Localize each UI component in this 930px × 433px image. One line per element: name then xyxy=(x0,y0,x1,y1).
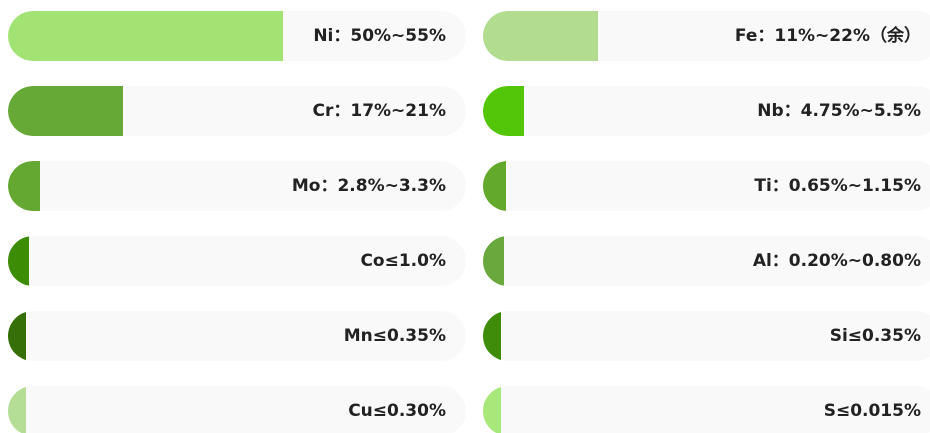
bar-fill xyxy=(483,386,501,433)
bar-fill xyxy=(483,311,501,361)
bar-row: Mo：2.8%~3.3% xyxy=(8,161,466,211)
bar-fill xyxy=(8,11,283,61)
bar-fill xyxy=(483,161,506,211)
bar-row: Ti：0.65%~1.15% xyxy=(483,161,930,211)
bar-label: Cu≤0.30% xyxy=(348,401,446,421)
bar-label: Si≤0.35% xyxy=(829,326,921,346)
bar-row: Mn≤0.35% xyxy=(8,311,466,361)
bar-label: Co≤1.0% xyxy=(360,251,446,271)
bar-label: Fe：11%~22%（余） xyxy=(734,26,921,46)
bar-label: Ni：50%~55% xyxy=(313,26,446,46)
bar-fill xyxy=(8,236,29,286)
bar-fill xyxy=(483,86,524,136)
bar-row: Fe：11%~22%（余） xyxy=(483,11,930,61)
bar-label: Mn≤0.35% xyxy=(343,326,446,346)
bar-fill xyxy=(8,386,26,433)
bar-row: Ni：50%~55% xyxy=(8,11,466,61)
bar-row: Cu≤0.30% xyxy=(8,386,466,433)
bar-label: Cr：17%~21% xyxy=(312,101,447,121)
bar-row: Co≤1.0% xyxy=(8,236,466,286)
bar-row: Si≤0.35% xyxy=(483,311,930,361)
bar-fill xyxy=(8,161,40,211)
bar-label: Nb：4.75%~5.5% xyxy=(757,101,921,121)
bar-row: S≤0.015% xyxy=(483,386,930,433)
bar-label: Ti：0.65%~1.15% xyxy=(754,176,921,196)
bar-row: Cr：17%~21% xyxy=(8,86,466,136)
bar-fill xyxy=(8,86,123,136)
bar-label: S≤0.015% xyxy=(823,401,921,421)
bar-fill xyxy=(8,311,26,361)
bar-row: Al：0.20%~0.80% xyxy=(483,236,930,286)
bar-label: Al：0.20%~0.80% xyxy=(752,251,921,271)
bar-label: Mo：2.8%~3.3% xyxy=(291,176,446,196)
bar-fill xyxy=(483,11,598,61)
bar-fill xyxy=(483,236,504,286)
bar-row: Nb：4.75%~5.5% xyxy=(483,86,930,136)
